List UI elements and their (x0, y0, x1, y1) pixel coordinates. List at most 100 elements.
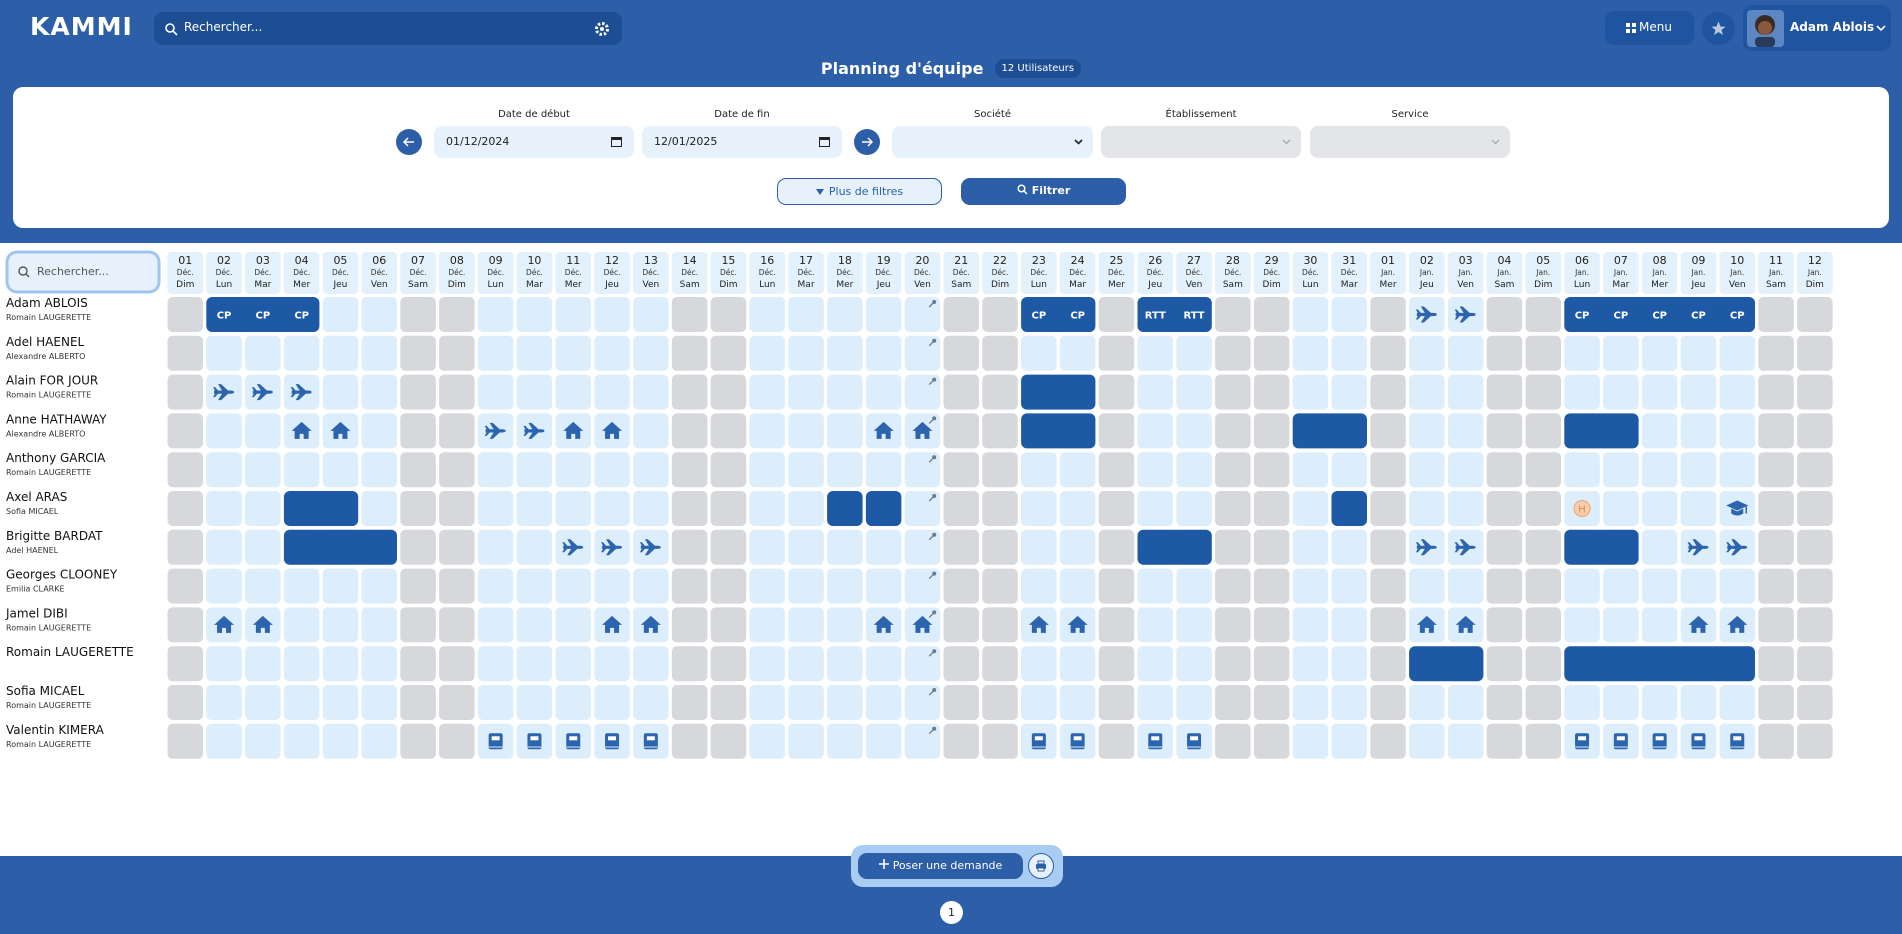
day-cell[interactable] (1021, 646, 1057, 682)
day-cell[interactable] (245, 723, 281, 759)
day-cell[interactable] (1253, 685, 1290, 720)
day-cell[interactable] (827, 452, 863, 488)
day-cell[interactable] (633, 297, 669, 332)
day-cell[interactable] (827, 529, 863, 565)
day-cell[interactable] (788, 491, 824, 526)
day-cell[interactable] (1641, 568, 1678, 604)
day-cell[interactable] (827, 568, 863, 604)
day-cell[interactable] (245, 685, 281, 720)
day-cell[interactable] (865, 452, 902, 488)
day-cell[interactable] (361, 335, 398, 371)
day-cell[interactable] (555, 297, 592, 332)
day-cell[interactable] (1253, 374, 1290, 410)
day-cell[interactable] (1758, 568, 1794, 604)
day-cell[interactable] (400, 452, 436, 488)
day-cell[interactable] (1253, 529, 1290, 565)
day-cell[interactable] (555, 568, 592, 604)
day-cell[interactable] (1797, 723, 1833, 759)
day-cell[interactable] (1797, 374, 1833, 410)
day-cell[interactable] (1719, 413, 1756, 449)
day-cell[interactable] (439, 413, 475, 449)
day-cell[interactable] (982, 452, 1018, 488)
day-cell[interactable] (710, 297, 747, 332)
day-cell[interactable] (1370, 335, 1406, 371)
day-cell[interactable] (1680, 413, 1717, 449)
day-cell[interactable] (439, 723, 475, 759)
day-cell[interactable] (361, 723, 398, 759)
day-cell[interactable] (1486, 374, 1523, 410)
day-cell[interactable] (1331, 374, 1368, 410)
day-cell[interactable] (322, 723, 359, 759)
day-cell[interactable] (1215, 413, 1251, 449)
day-cell[interactable] (1603, 335, 1639, 371)
day-cell[interactable] (943, 646, 980, 682)
day-cell[interactable] (1176, 685, 1212, 720)
absence-block[interactable] (827, 491, 863, 526)
day-cell[interactable] (1525, 413, 1562, 449)
day-cell[interactable] (516, 335, 553, 371)
day-cell[interactable] (943, 452, 980, 488)
day-cell[interactable] (1137, 607, 1174, 643)
day-cell[interactable] (1215, 491, 1251, 526)
day-cell[interactable] (167, 723, 204, 759)
day-cell[interactable] (1021, 685, 1057, 720)
day-cell[interactable] (477, 297, 514, 332)
day-cell[interactable] (1564, 452, 1600, 488)
absence-block[interactable] (206, 297, 320, 332)
day-cell[interactable] (1253, 452, 1290, 488)
day-cell[interactable] (943, 568, 980, 604)
day-cell[interactable] (710, 723, 747, 759)
day-cell[interactable] (167, 297, 204, 332)
day-cell[interactable] (555, 685, 592, 720)
day-cell[interactable] (671, 685, 708, 720)
day-cell[interactable] (1059, 568, 1096, 604)
day-cell[interactable] (477, 491, 514, 526)
day-cell[interactable] (1292, 452, 1329, 488)
day-cell[interactable] (1370, 374, 1406, 410)
day-cell[interactable] (167, 413, 204, 449)
day-cell[interactable] (1797, 529, 1833, 565)
absence-block[interactable] (1137, 529, 1212, 565)
day-cell[interactable] (439, 374, 475, 410)
day-cell[interactable] (1680, 335, 1717, 371)
day-cell[interactable] (1370, 452, 1406, 488)
day-cell[interactable] (943, 335, 980, 371)
day-cell[interactable] (1409, 374, 1445, 410)
day-cell[interactable] (943, 413, 980, 449)
day-cell[interactable] (710, 685, 747, 720)
absence-block[interactable] (1331, 491, 1368, 526)
day-cell[interactable] (1486, 413, 1523, 449)
day-cell[interactable] (283, 607, 320, 643)
day-cell[interactable] (1797, 491, 1833, 526)
day-cell[interactable] (400, 685, 436, 720)
day-cell[interactable] (439, 685, 475, 720)
day-cell[interactable] (1215, 685, 1251, 720)
day-cell[interactable] (1253, 607, 1290, 643)
day-cell[interactable] (206, 568, 242, 604)
day-cell[interactable] (1719, 685, 1756, 720)
day-cell[interactable] (1797, 568, 1833, 604)
prev-button[interactable] (396, 129, 422, 155)
day-cell[interactable] (710, 568, 747, 604)
day-cell[interactable] (322, 685, 359, 720)
day-cell[interactable] (1292, 374, 1329, 410)
day-cell[interactable] (1098, 335, 1135, 371)
day-cell[interactable] (516, 607, 553, 643)
day-cell[interactable] (1525, 723, 1562, 759)
day-cell[interactable] (206, 529, 242, 565)
day-cell[interactable] (1059, 685, 1096, 720)
day-cell[interactable] (1758, 646, 1794, 682)
day-cell[interactable] (322, 607, 359, 643)
day-cell[interactable] (1641, 335, 1678, 371)
day-cell[interactable] (1253, 646, 1290, 682)
day-cell[interactable] (1098, 297, 1135, 332)
day-cell[interactable] (827, 374, 863, 410)
day-cell[interactable] (671, 529, 708, 565)
day-cell[interactable] (788, 413, 824, 449)
day-cell[interactable] (943, 491, 980, 526)
day-cell[interactable] (594, 297, 630, 332)
day-cell[interactable] (1680, 374, 1717, 410)
absence-block[interactable] (283, 529, 397, 565)
day-cell[interactable] (788, 685, 824, 720)
day-cell[interactable] (1680, 491, 1717, 526)
